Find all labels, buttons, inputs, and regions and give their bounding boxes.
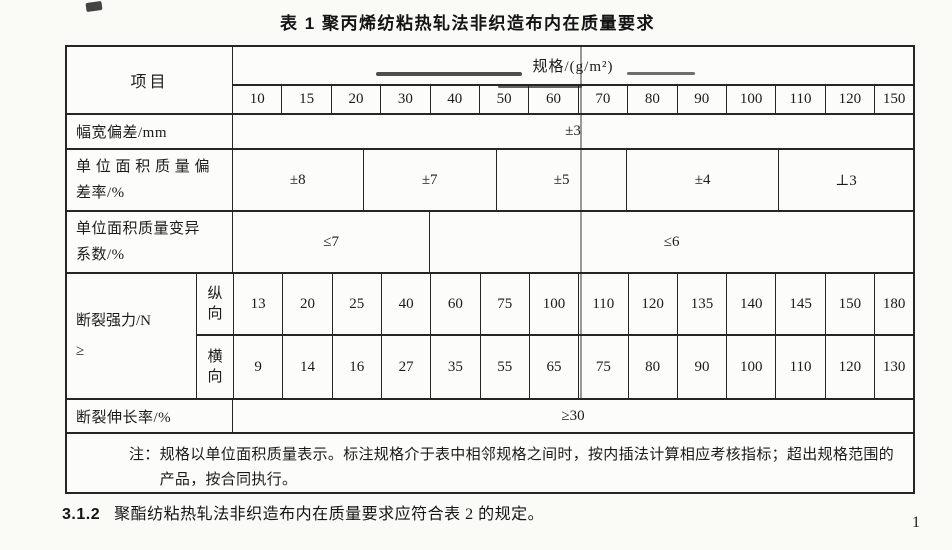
cd-value-cell: 75 xyxy=(579,336,629,398)
elongation-label: 断裂伸长率/% xyxy=(67,400,233,432)
clause-text: 聚酯纺粘热轧法非织造布内在质量要求应符合表 2 的规定。 xyxy=(114,506,545,523)
mass-deviation-cell: ±8 xyxy=(233,150,364,210)
spec-header-block: 规格/(g/m²) 10 15 20 30 40 50 60 70 80 90 100 110 120 1… xyxy=(233,47,913,113)
spec-column-cell: 30 xyxy=(381,85,431,113)
mass-cv-cell: ≤6 xyxy=(663,233,680,250)
machine-direction-label: 纵向 xyxy=(197,274,233,336)
spec-column-cell: 100 xyxy=(727,85,777,113)
mass-deviation-cell: ±5 xyxy=(497,150,628,210)
breaking-strength-row: 断裂强力/N ≥ 纵向 横向 13 20 25 40 60 75 100 110 120 135 1… xyxy=(67,274,913,400)
cd-value-cell: 65 xyxy=(530,336,580,398)
clause-number: 3.1.2 xyxy=(62,506,101,523)
spec-column-cell: 10 xyxy=(233,85,283,113)
md-value-cell: 25 xyxy=(333,274,382,335)
elongation-value: ≥30 xyxy=(561,407,585,424)
spec-column-cell: 50 xyxy=(480,85,530,113)
spec-column-cell: 80 xyxy=(628,85,678,113)
width-deviation-label: 幅宽偏差/mm xyxy=(67,115,233,148)
cd-value-cell: 27 xyxy=(382,336,432,398)
mass-deviation-values: ±8 ±7 ±5 ±4 ⊥3 xyxy=(233,150,913,210)
md-value-cell: 135 xyxy=(678,274,728,335)
md-value-cell: 100 xyxy=(530,274,580,335)
breaking-strength-values: 13 20 25 40 60 75 100 110 120 135 140 145 150 180 9 14… xyxy=(234,274,913,398)
spec-columns-row: 10 15 20 30 40 50 60 70 80 90 100 110 120 150 xyxy=(233,85,913,113)
elongation-row: 断裂伸长率/% ≥30 xyxy=(67,400,913,434)
mass-cv-values: ≤7 ≤6 xyxy=(233,212,913,272)
direction-column: 纵向 横向 xyxy=(197,274,234,398)
md-value-cell: 40 xyxy=(382,274,432,335)
page-number: 1 xyxy=(912,514,920,531)
table-note-row: 注： 规格以单位面积质量表示。标注规格介于表中相邻规格之间时，按内插法计算相应考… xyxy=(67,434,913,492)
cd-value-cell: 120 xyxy=(826,336,876,398)
cd-value-cell: 9 xyxy=(234,336,284,398)
note-text: 规格以单位面积质量表示。标注规格介于表中相邻规格之间时，按内插法计算相应考核指标… xyxy=(159,447,895,488)
cd-value-cell: 80 xyxy=(629,336,678,398)
cross-direction-label: 横向 xyxy=(207,348,223,385)
cd-value-cell: 110 xyxy=(776,336,826,398)
mass-deviation-label: 单 位 面 积 质 量 偏 差率/% xyxy=(67,150,233,210)
spec-column-cell: 15 xyxy=(282,85,332,113)
md-value-cell: 20 xyxy=(283,274,333,335)
mass-cv-label-line2: 系数/% xyxy=(76,247,125,263)
table-caption: 表 1 聚丙烯纺粘热轧法非织造布内在质量要求 xyxy=(280,14,655,33)
md-value-cell: 120 xyxy=(629,274,678,335)
breaking-strength-label: 断裂强力/N ≥ xyxy=(67,274,197,398)
cd-values-row: 9 14 16 27 35 55 65 75 80 90 100 110 120 130 xyxy=(234,336,913,398)
md-values-row: 13 20 25 40 60 75 100 110 120 135 140 145 150 180 xyxy=(234,274,913,337)
table-note: 注： 规格以单位面积质量表示。标注规格介于表中相邻规格之间时，按内插法计算相应考… xyxy=(67,434,913,493)
md-value-cell: 13 xyxy=(234,274,284,335)
cd-value-cell: 100 xyxy=(727,336,777,398)
quality-requirements-table: 项目 规格/(g/m²) 10 15 20 30 40 50 60 70 80 90 100 110 1… xyxy=(65,45,915,494)
cd-value-cell: 14 xyxy=(283,336,333,398)
clause-3-1-2: 3.1.2 聚酯纺粘热轧法非织造布内在质量要求应符合表 2 的规定。 xyxy=(62,500,544,524)
note-label: 注： xyxy=(129,447,160,463)
spec-column-cell: 40 xyxy=(431,85,480,113)
cd-value-cell: 16 xyxy=(333,336,382,398)
mass-cv-row: 单位面积质量变异 系数/% ≤7 ≤6 xyxy=(67,212,913,274)
mass-deviation-cell: ±4 xyxy=(627,150,779,210)
width-deviation-row: 幅宽偏差/mm ±3 xyxy=(67,115,913,150)
spec-column-cell: 60 xyxy=(529,85,579,113)
table-header-row: 项目 规格/(g/m²) 10 15 20 30 40 50 60 70 80 90 100 110 1… xyxy=(67,47,913,115)
spec-column-cell: 120 xyxy=(826,85,876,113)
md-value-cell: 140 xyxy=(727,274,777,335)
breaking-strength-label-line1: 断裂强力/N xyxy=(76,313,152,329)
mass-cv-cell: ≤7 xyxy=(233,212,431,272)
mass-deviation-cell: ⊥3 xyxy=(835,172,857,189)
spec-column-cell: 20 xyxy=(332,85,382,113)
md-value-cell: 110 xyxy=(579,274,629,335)
item-header-cell: 项目 xyxy=(67,47,233,113)
spec-column-cell: 150 xyxy=(882,90,906,107)
md-value-cell: 150 xyxy=(826,274,876,335)
width-deviation-value: ±3 xyxy=(565,123,581,139)
md-value-cell: 75 xyxy=(481,274,530,335)
mass-cv-label-line1: 单位面积质量变异 xyxy=(76,220,201,237)
spec-column-cell: 70 xyxy=(579,85,629,113)
mass-deviation-label-line2: 差率/% xyxy=(76,185,125,201)
md-value-cell: 145 xyxy=(776,274,826,335)
mass-cv-label: 单位面积质量变异 系数/% xyxy=(67,212,233,272)
md-value-cell: 180 xyxy=(882,295,906,312)
spec-header-cell: 规格/(g/m²) xyxy=(233,47,913,86)
mass-deviation-label-line1: 单 位 面 积 质 量 偏 xyxy=(76,158,211,175)
cd-value-cell: 90 xyxy=(678,336,728,398)
spec-column-cell: 90 xyxy=(678,85,727,113)
cd-value-cell: 55 xyxy=(481,336,530,398)
spec-column-cell: 110 xyxy=(776,85,826,113)
cd-value-cell: 130 xyxy=(882,358,906,375)
md-value-cell: 60 xyxy=(431,274,481,335)
mass-deviation-cell: ±7 xyxy=(364,150,497,210)
cd-value-cell: 35 xyxy=(431,336,481,398)
breaking-strength-label-line2: ≥ xyxy=(76,343,85,359)
mass-deviation-row: 单 位 面 积 质 量 偏 差率/% ±8 ±7 ±5 ±4 ⊥3 xyxy=(67,150,913,212)
